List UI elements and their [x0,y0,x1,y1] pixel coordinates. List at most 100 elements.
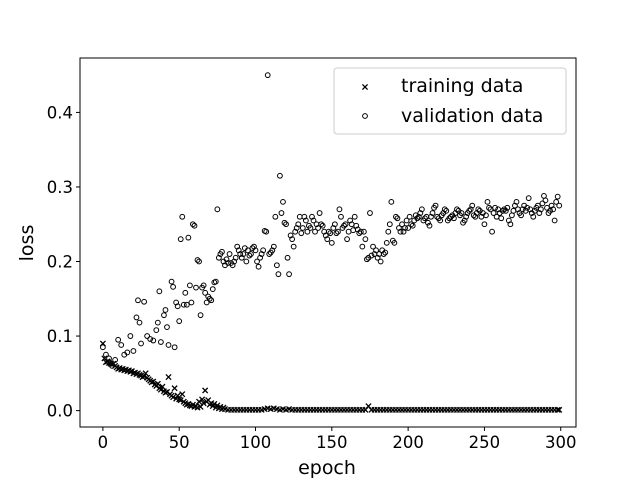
validation-point [364,256,370,263]
training-point-stroke [221,406,229,413]
validation-point [244,247,251,254]
legend-marker-training [361,83,369,91]
validation-point [466,207,473,214]
validation-point [136,319,143,326]
validation-point [185,234,192,241]
training-point [202,387,209,394]
validation-point [335,228,341,235]
training-point [179,391,186,398]
validation-point [232,254,239,261]
training-point-stroke [273,406,280,413]
training-legend-x-stroke [361,83,369,91]
validation-point [171,344,178,351]
validation-point [451,215,457,222]
validation-point [202,289,209,296]
validation-point [325,228,332,235]
training-point-stroke [205,397,212,404]
validation-point [315,225,321,231]
validation-point [362,236,369,243]
validation-point [403,217,410,224]
training-point-stroke [365,403,372,410]
legend: training data validation data [333,67,567,135]
y-tick-label: 0.0 [47,402,73,421]
validation-point [254,258,260,265]
validation-point [246,252,253,259]
validation-point [489,228,495,235]
validation-point [402,225,408,231]
validation-point [502,207,509,214]
validation-point [373,247,379,254]
validation-point [212,278,219,285]
validation-point [147,336,154,342]
validation-point [426,222,433,229]
validation-point [280,198,286,205]
training-point-stroke [173,395,180,402]
validation-point [318,221,325,228]
training-point [141,373,148,380]
training-point-stroke [165,373,172,381]
validation-point [406,213,413,220]
validation-point [193,284,199,291]
validation-point [289,236,296,243]
validation-point [443,207,450,214]
validation-point [327,230,334,237]
training-point-stroke [157,386,164,393]
validation-legend-o [362,113,368,119]
validation-point [382,249,389,256]
validation-point [161,312,167,319]
validation-point [214,206,221,213]
validation-point [150,337,157,344]
validation-point [165,342,172,348]
training-point-stroke [199,396,206,403]
validation-point [99,344,106,351]
training-point [150,378,157,385]
validation-point [399,221,405,228]
training-point-stroke [202,387,209,394]
validation-point [499,207,506,214]
validation-point [135,297,141,304]
validation-point [124,349,131,356]
validation-point [550,206,557,213]
validation-point [310,217,317,224]
validation-point [490,210,497,216]
validation-point [393,213,399,220]
validation-point [547,207,553,214]
validation-point [409,222,416,229]
training-point-stroke [179,391,186,398]
training-point-stroke [170,394,177,401]
x-tick-label: 0 [98,433,109,452]
validation-point [286,271,292,278]
validation-point [312,228,318,235]
validation-point [556,202,563,209]
validation-point [525,195,532,202]
training-point [556,406,563,413]
validation-point [153,327,160,333]
validation-point [243,258,250,265]
validation-point [177,236,184,243]
validation-point [386,221,393,228]
training-legend-x [361,83,369,91]
validation-point [367,210,373,216]
validation-point [170,283,176,290]
validation-point [240,251,247,257]
validation-point [551,217,558,224]
validation-point [447,213,454,220]
validation-point [115,336,122,343]
validation-point [486,204,492,211]
training-point [142,370,149,377]
training-point-stroke [264,405,271,412]
validation-point [425,219,431,226]
validation-point [179,213,186,220]
validation-point [422,215,428,222]
validation-point [112,357,119,363]
y-tick-label: 0.2 [47,253,73,272]
validation-point [154,319,161,326]
validation-point [133,314,140,321]
validation-point [539,200,546,207]
training-point [157,386,164,393]
validation-point [103,351,109,358]
x-axis-label: epoch [298,457,356,479]
validation-point [248,251,254,257]
validation-point [458,210,465,216]
